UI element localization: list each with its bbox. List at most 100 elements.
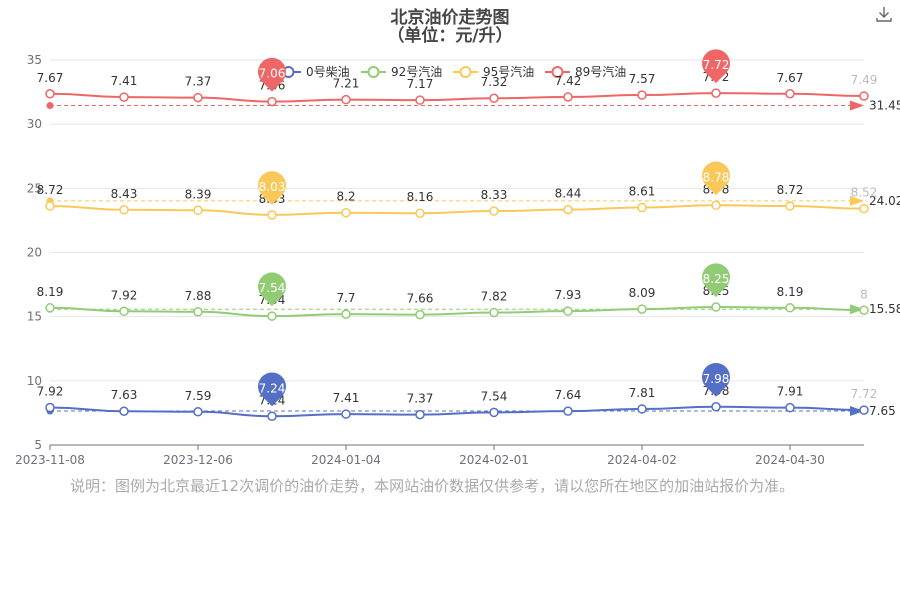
data-label: 8.19	[37, 285, 64, 299]
data-point	[859, 305, 869, 315]
chart-title: 北京油价走势图	[390, 8, 510, 28]
y-tick-label: 10	[27, 374, 42, 388]
data-label: 7.57	[629, 72, 656, 86]
series-line	[49, 204, 865, 216]
data-point	[415, 95, 425, 105]
data-point	[45, 402, 55, 413]
x-tick-label: 2024-04-02	[607, 453, 677, 467]
data-point	[341, 94, 351, 105]
average-label: 15.58	[869, 302, 900, 316]
series-line	[49, 92, 865, 103]
data-point	[193, 407, 203, 417]
data-point	[193, 307, 203, 317]
legend-marker	[459, 66, 472, 78]
data-label: 7.67	[37, 71, 64, 85]
chart-subtitle: （单位：元/升）	[387, 26, 513, 46]
series-line	[49, 306, 865, 318]
x-tick-label: 2024-01-04	[311, 453, 381, 467]
y-tick-label: 30	[27, 117, 42, 131]
y-tick-label: 25	[27, 181, 42, 195]
min-pin-label: 8.03	[259, 180, 286, 194]
data-point	[859, 405, 869, 415]
data-label: 8	[860, 287, 868, 301]
x-tick-label: 2024-04-30	[755, 453, 825, 467]
data-label: 7.67	[777, 71, 804, 85]
data-point	[341, 309, 351, 319]
data-point	[193, 205, 203, 216]
y-tick-label: 5	[34, 438, 42, 452]
average-label: 24.02	[869, 194, 900, 208]
min-pin-label: 7.06	[259, 67, 286, 81]
data-point	[45, 303, 55, 313]
legend-item[interactable]: 0号柴油	[276, 65, 350, 79]
data-label: 8.72	[777, 183, 804, 197]
data-label: 7.88	[185, 289, 212, 303]
average-label: 31.45	[869, 99, 900, 113]
max-pin: 8.78	[702, 161, 730, 196]
data-point	[119, 306, 129, 317]
data-point	[119, 92, 129, 102]
data-label: 8.09	[629, 286, 656, 300]
data-label: 8.44	[555, 187, 582, 201]
min-pin-shape	[258, 272, 286, 307]
data-point	[711, 302, 721, 312]
data-label: 7.42	[555, 74, 582, 88]
data-point	[637, 404, 647, 414]
data-point	[489, 93, 499, 103]
min-pin: 7.54	[258, 272, 286, 307]
data-label: 7.64	[555, 388, 582, 402]
min-pin: 7.06	[258, 57, 286, 92]
data-label: 7.7	[336, 291, 355, 305]
download-icon[interactable]	[874, 4, 894, 24]
data-label: 8.72	[37, 183, 64, 197]
max-pin-label: 7.72	[703, 58, 730, 72]
data-point	[267, 96, 277, 107]
legend-item[interactable]: 89号汽油	[545, 64, 626, 79]
data-point	[45, 201, 55, 211]
min-pin-shape	[258, 171, 286, 205]
data-point	[563, 92, 573, 102]
data-point	[785, 89, 795, 99]
data-label: 7.32	[481, 75, 508, 89]
data-point	[785, 303, 795, 313]
data-point	[341, 207, 351, 218]
legend-item[interactable]: 92号汽油	[361, 64, 442, 79]
data-label: 7.92	[37, 385, 64, 399]
y-tick-label: 15	[27, 310, 42, 324]
data-point	[415, 309, 425, 320]
series-line	[49, 405, 865, 418]
legend-label: 0号柴油	[306, 65, 350, 79]
data-point	[45, 89, 55, 99]
data-label: 8.52	[851, 186, 878, 200]
max-pin: 8.25	[702, 263, 731, 298]
data-label: 7.63	[111, 388, 138, 402]
average-label: 7.65	[869, 404, 896, 418]
data-point	[859, 203, 869, 214]
data-label: 8.16	[407, 190, 434, 204]
data-point	[637, 202, 647, 213]
legend-label: 89号汽油	[575, 64, 626, 79]
data-label: 7.54	[481, 389, 508, 403]
data-label: 7.41	[333, 391, 360, 405]
data-point	[785, 201, 795, 211]
data-label: 8.61	[629, 184, 656, 198]
data-point	[711, 88, 721, 98]
legend-marker	[367, 66, 380, 78]
data-point	[563, 406, 573, 416]
legend-label: 95号汽油	[483, 64, 534, 79]
data-label: 7.21	[333, 77, 360, 91]
data-label: 7.41	[111, 74, 138, 88]
data-label: 7.17	[407, 77, 434, 91]
data-label: 8.33	[481, 188, 508, 202]
data-label: 7.37	[407, 392, 434, 406]
x-tick-label: 2023-11-08	[15, 453, 85, 467]
min-pin-shape	[258, 372, 286, 407]
data-point	[193, 92, 203, 103]
chart-note: 说明：图例为北京最近12次调价的油价走势，本网站油价数据仅供参考，请以您所在地区…	[70, 477, 795, 495]
data-point	[711, 200, 721, 211]
legend-item[interactable]: 95号汽油	[453, 64, 534, 79]
min-pin-label: 7.24	[259, 381, 286, 395]
data-point	[859, 91, 869, 101]
data-point	[489, 206, 499, 216]
data-point	[267, 411, 277, 422]
